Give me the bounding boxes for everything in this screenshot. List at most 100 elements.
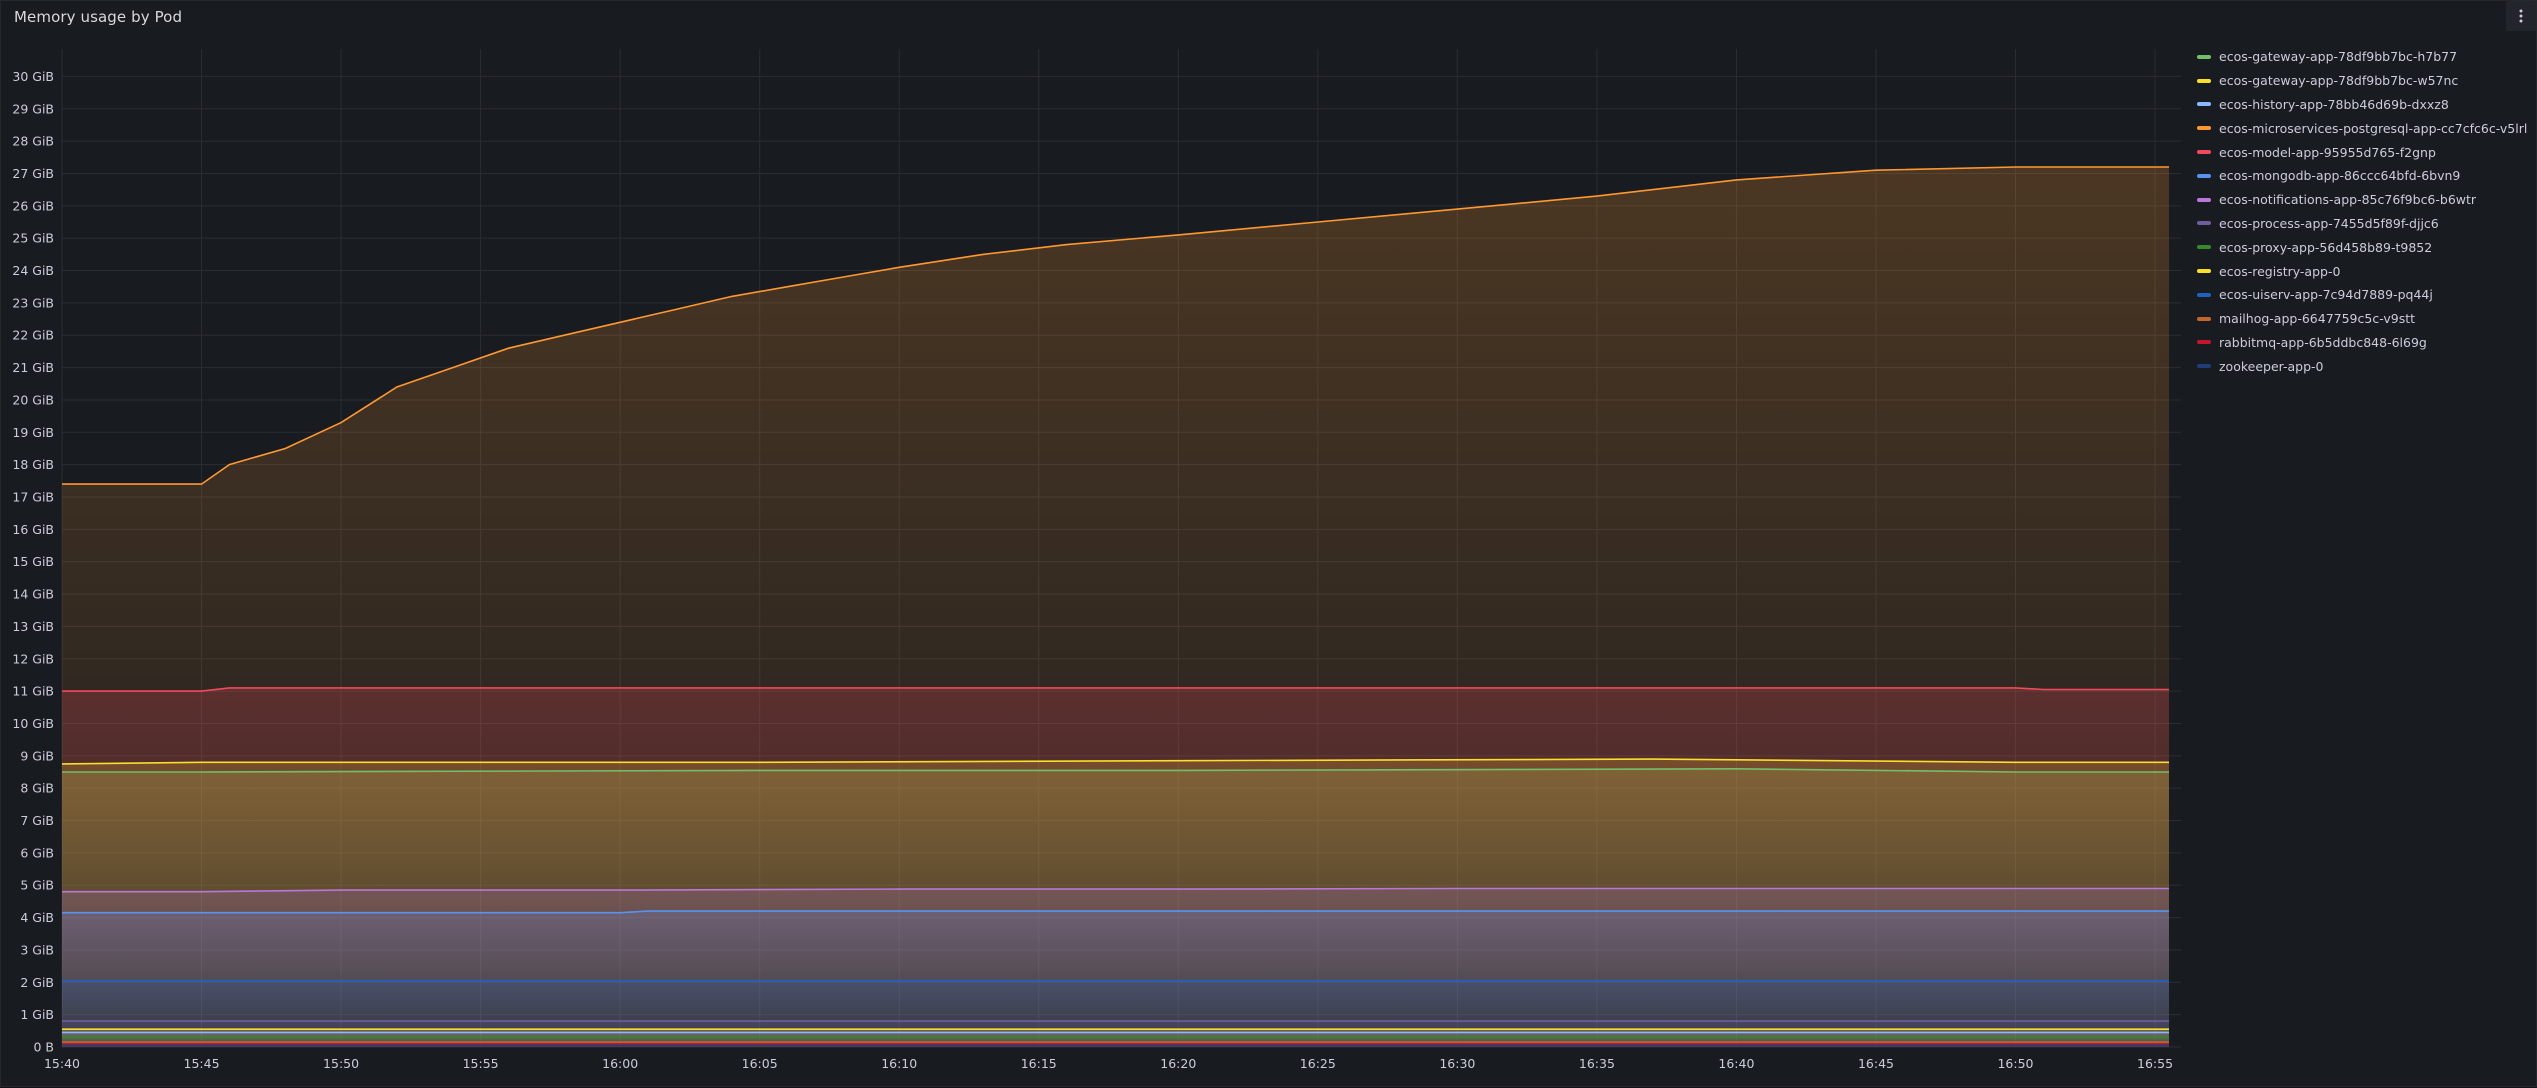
- y-tick-label: 18 GiB: [12, 457, 54, 472]
- legend-label: ecos-process-app-7455d5f89f-djjc6: [2219, 215, 2439, 231]
- y-tick-label: 1 GiB: [20, 1007, 54, 1022]
- y-tick-label: 23 GiB: [12, 295, 54, 310]
- x-tick-label: 16:25: [1300, 1056, 1336, 1071]
- legend-label: mailhog-app-6647759c5c-v9stt: [2219, 311, 2416, 327]
- legend-item[interactable]: ecos-proxy-app-56d458b89-t9852: [2197, 235, 2527, 259]
- memory-chart: 0 B 1 GiB 2 GiB 3 GiB 4 GiB 5 GiB 6 GiB 7 GiB 8 …: [12, 49, 2181, 1071]
- y-tick-label: 0 B: [33, 1040, 54, 1055]
- legend-swatch: [2197, 221, 2211, 226]
- x-tick-label: 16:05: [742, 1056, 778, 1071]
- legend-swatch: [2197, 150, 2211, 155]
- series-line: [61, 758, 2169, 765]
- y-tick-label: 14 GiB: [12, 587, 54, 602]
- y-tick-label: 15 GiB: [12, 554, 54, 569]
- legend-item[interactable]: ecos-microservices-postgresql-app-cc7cfc…: [2197, 116, 2527, 140]
- legend-swatch: [2197, 197, 2211, 202]
- legend-swatch: [2197, 126, 2211, 131]
- y-tick-label: 25 GiB: [12, 231, 54, 246]
- y-tick-label: 5 GiB: [20, 878, 54, 893]
- legend: ecos-gateway-app-78df9bb7bc-h7b77 ecos-ga…: [2197, 45, 2527, 378]
- legend-item[interactable]: ecos-process-app-7455d5f89f-djjc6: [2197, 212, 2527, 236]
- legend-item[interactable]: ecos-history-app-78bb46d69b-dxxz8: [2197, 93, 2527, 117]
- series-line: [62, 887, 2169, 893]
- x-tick-label: 16:10: [881, 1056, 917, 1071]
- legend-label: ecos-gateway-app-78df9bb7bc-h7b77: [2219, 49, 2458, 65]
- series-line: [62, 166, 2169, 485]
- y-tick-label: 9 GiB: [20, 748, 54, 763]
- y-tick-label: 7 GiB: [20, 813, 54, 828]
- x-tick-label: 15:55: [463, 1056, 499, 1071]
- panel-title: Memory usage by Pod: [14, 8, 183, 26]
- series-area: [62, 980, 2169, 1047]
- x-tick-label: 16:55: [2137, 1056, 2173, 1071]
- panel-menu-button[interactable]: [2506, 1, 2536, 31]
- legend-label: ecos-gateway-app-78df9bb7bc-w57nc: [2219, 73, 2459, 89]
- y-tick-label: 26 GiB: [12, 198, 54, 213]
- legend-item[interactable]: zookeeper-app-0: [2197, 354, 2527, 378]
- legend-swatch: [2197, 340, 2211, 345]
- legend-label: ecos-microservices-postgresql-app-cc7cfc…: [2219, 120, 2528, 136]
- x-tick-label: 15:40: [44, 1056, 80, 1071]
- y-tick-label: 29 GiB: [12, 101, 54, 116]
- legend-item[interactable]: ecos-notifications-app-85c76f9bc6-b6wtr: [2197, 188, 2527, 212]
- legend-label: ecos-model-app-95955d765-f2gnp: [2219, 144, 2436, 160]
- y-tick-label: 19 GiB: [12, 425, 54, 440]
- series-areas: [62, 167, 2169, 1047]
- series-lines: [61, 166, 2169, 1047]
- y-tick-label: 28 GiB: [12, 134, 54, 149]
- x-tick-label: 16:35: [1579, 1056, 1615, 1071]
- x-tick-label: 15:45: [184, 1056, 220, 1071]
- legend-swatch: [2197, 316, 2211, 321]
- x-tick-label: 16:00: [602, 1056, 638, 1071]
- y-tick-label: 8 GiB: [20, 781, 54, 796]
- kebab-vertical-icon: [2519, 9, 2523, 23]
- series-line: [62, 910, 2169, 914]
- x-axis: 15:40 15:45 15:50 15:55 16:00 16:05 16:10 16:15…: [44, 1056, 2173, 1071]
- series-line: [62, 767, 2169, 773]
- y-tick-label: 17 GiB: [12, 490, 54, 505]
- x-tick-label: 16:20: [1160, 1056, 1196, 1071]
- legend-swatch: [2197, 364, 2211, 369]
- y-tick-label: 22 GiB: [12, 328, 54, 343]
- y-axis: 0 B 1 GiB 2 GiB 3 GiB 4 GiB 5 GiB 6 GiB 7 GiB 8 …: [12, 69, 54, 1055]
- y-tick-label: 20 GiB: [12, 392, 54, 407]
- y-tick-label: 4 GiB: [20, 910, 54, 925]
- legend-swatch: [2197, 173, 2211, 178]
- legend-label: ecos-uiserv-app-7c94d7889-pq44j: [2219, 287, 2433, 303]
- y-tick-label: 21 GiB: [12, 360, 54, 375]
- legend-item[interactable]: ecos-gateway-app-78df9bb7bc-h7b77: [2197, 45, 2527, 69]
- legend-item[interactable]: rabbitmq-app-6b5ddbc848-6l69g: [2197, 331, 2527, 355]
- legend-label: ecos-registry-app-0: [2219, 263, 2341, 279]
- y-tick-label: 24 GiB: [12, 263, 54, 278]
- legend-item[interactable]: ecos-model-app-95955d765-f2gnp: [2197, 140, 2527, 164]
- legend-item[interactable]: mailhog-app-6647759c5c-v9stt: [2197, 307, 2527, 331]
- legend-label: rabbitmq-app-6b5ddbc848-6l69g: [2219, 334, 2427, 350]
- legend-item[interactable]: ecos-gateway-app-78df9bb7bc-w57nc: [2197, 69, 2527, 93]
- legend-swatch: [2197, 245, 2211, 250]
- legend-item[interactable]: ecos-registry-app-0: [2197, 259, 2527, 283]
- legend-label: ecos-history-app-78bb46d69b-dxxz8: [2219, 96, 2449, 112]
- x-tick-label: 16:50: [1997, 1056, 2033, 1071]
- y-tick-label: 27 GiB: [12, 166, 54, 181]
- y-tick-label: 13 GiB: [12, 619, 54, 634]
- y-tick-label: 11 GiB: [12, 684, 54, 699]
- legend-label: ecos-proxy-app-56d458b89-t9852: [2219, 239, 2433, 255]
- x-tick-label: 16:45: [1858, 1056, 1894, 1071]
- y-tick-label: 6 GiB: [20, 845, 54, 860]
- legend-label: ecos-mongodb-app-86ccc64bfd-6bvn9: [2219, 168, 2461, 184]
- legend-swatch: [2197, 54, 2211, 59]
- y-tick-label: 2 GiB: [20, 975, 54, 990]
- x-tick-label: 16:15: [1021, 1056, 1057, 1071]
- legend-item[interactable]: ecos-uiserv-app-7c94d7889-pq44j: [2197, 283, 2527, 307]
- legend-swatch: [2197, 269, 2211, 274]
- legend-swatch: [2197, 292, 2211, 297]
- x-tick-label: 16:40: [1718, 1056, 1754, 1071]
- y-tick-label: 12 GiB: [12, 651, 54, 666]
- legend-swatch: [2197, 102, 2211, 107]
- legend-item[interactable]: ecos-mongodb-app-86ccc64bfd-6bvn9: [2197, 164, 2527, 188]
- y-tick-label: 30 GiB: [12, 69, 54, 84]
- x-tick-label: 15:50: [323, 1056, 359, 1071]
- legend-label: ecos-notifications-app-85c76f9bc6-b6wtr: [2219, 192, 2477, 208]
- y-tick-label: 16 GiB: [12, 522, 54, 537]
